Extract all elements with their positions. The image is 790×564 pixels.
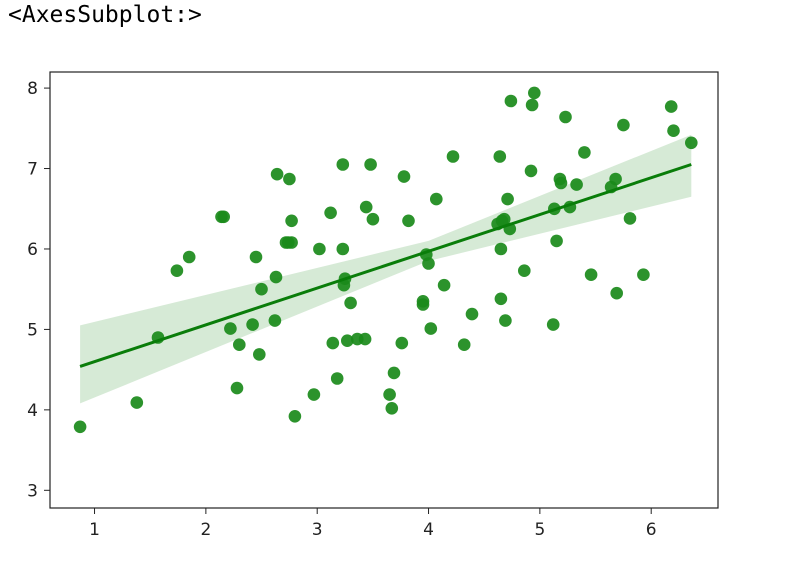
scatter-point xyxy=(397,170,411,183)
scatter-point xyxy=(358,332,372,346)
scatter-point xyxy=(326,336,340,350)
scatter-point xyxy=(182,250,196,264)
y-tick-label: 4 xyxy=(27,401,38,421)
scatter-point xyxy=(578,146,591,159)
scatter-point xyxy=(217,210,230,224)
y-axis-ticks: 3 4 5 6 7 8 xyxy=(27,79,50,501)
scatter-point xyxy=(494,292,508,306)
y-tick-label: 6 xyxy=(27,240,38,260)
scatter-point xyxy=(268,314,282,327)
scatter-point xyxy=(285,214,298,228)
scatter-point xyxy=(230,381,244,395)
scatter-point xyxy=(422,257,435,270)
output-repr-text: <AxesSubplot:> xyxy=(8,2,202,28)
scatter-point xyxy=(170,264,184,278)
scatter-point xyxy=(664,100,678,113)
scatter-point xyxy=(570,178,583,191)
scatter-point xyxy=(501,192,514,206)
scatter-point xyxy=(288,410,302,423)
scatter-point xyxy=(283,172,296,186)
scatter-point xyxy=(559,110,572,124)
scatter-point xyxy=(497,212,511,226)
x-axis-ticks: 1 2 3 4 5 6 xyxy=(89,508,657,540)
scatter-point xyxy=(364,158,377,171)
scatter-point xyxy=(330,372,344,385)
scatter-point xyxy=(465,307,479,321)
x-tick-label: 2 xyxy=(200,520,211,540)
x-tick-label: 4 xyxy=(423,520,434,540)
y-tick-label: 8 xyxy=(27,79,38,99)
scatter-point xyxy=(336,242,350,256)
scatter-point xyxy=(437,278,451,292)
scatter-point xyxy=(550,234,563,248)
regression-line-layer xyxy=(79,163,692,368)
x-tick-label: 5 xyxy=(534,520,545,540)
scatter-point xyxy=(249,250,263,264)
scatter-point xyxy=(313,242,326,256)
y-tick-label: 3 xyxy=(27,481,38,501)
scatter-point xyxy=(499,314,512,327)
scatter-point xyxy=(130,396,144,409)
y-tick-label: 5 xyxy=(27,320,38,340)
scatter-point xyxy=(246,318,259,331)
scatter-point xyxy=(610,286,623,300)
scatter-point xyxy=(255,282,268,296)
scatter-point xyxy=(424,322,438,335)
scatter-point xyxy=(685,136,698,150)
scatter-point xyxy=(224,322,237,335)
scatter-point xyxy=(623,212,637,225)
scatter-point xyxy=(285,236,298,249)
scatter-point xyxy=(446,150,460,163)
scatter-point xyxy=(307,388,321,401)
scatter-point xyxy=(667,124,680,137)
confidence-band-layer xyxy=(80,134,692,404)
scatter-point xyxy=(524,164,538,178)
regression-line xyxy=(79,163,692,368)
scatter-point xyxy=(554,176,568,190)
scatter-point xyxy=(416,295,430,308)
scatter-point xyxy=(270,167,284,181)
scatter-point xyxy=(457,338,471,352)
scatter-point xyxy=(518,264,531,278)
scatter-point xyxy=(546,318,560,331)
x-tick-label: 1 xyxy=(89,520,100,540)
scatter-point xyxy=(233,338,246,352)
scatter-point xyxy=(637,268,650,282)
scatter-point xyxy=(402,214,415,228)
axes-frame xyxy=(49,71,719,509)
scatter-point xyxy=(383,388,396,401)
x-tick-label: 6 xyxy=(646,520,657,540)
scatter-point xyxy=(493,150,507,163)
scatter-points-layer xyxy=(73,86,698,434)
scatter-point xyxy=(366,212,380,226)
scatter-point xyxy=(430,192,443,206)
scatter-point xyxy=(252,348,266,361)
scatter-point xyxy=(504,94,518,108)
scatter-point xyxy=(617,118,630,132)
scatter-point xyxy=(341,334,354,348)
scatter-point xyxy=(584,268,598,282)
y-tick-label: 7 xyxy=(27,160,38,180)
scatter-point xyxy=(494,242,508,256)
scatter-point xyxy=(359,200,373,214)
scatter-point xyxy=(324,206,337,220)
scatter-point xyxy=(387,366,401,380)
x-tick-label: 3 xyxy=(312,520,323,540)
scatter-point xyxy=(528,86,541,100)
scatter-point xyxy=(609,172,622,186)
scatter-point xyxy=(344,296,357,310)
scatter-point xyxy=(73,420,87,434)
confidence-band xyxy=(80,134,692,404)
scatter-point xyxy=(269,270,283,284)
scatter-point xyxy=(336,158,350,171)
scatter-point xyxy=(385,402,399,415)
scatter-point xyxy=(395,336,409,350)
scatter-point xyxy=(525,98,539,112)
